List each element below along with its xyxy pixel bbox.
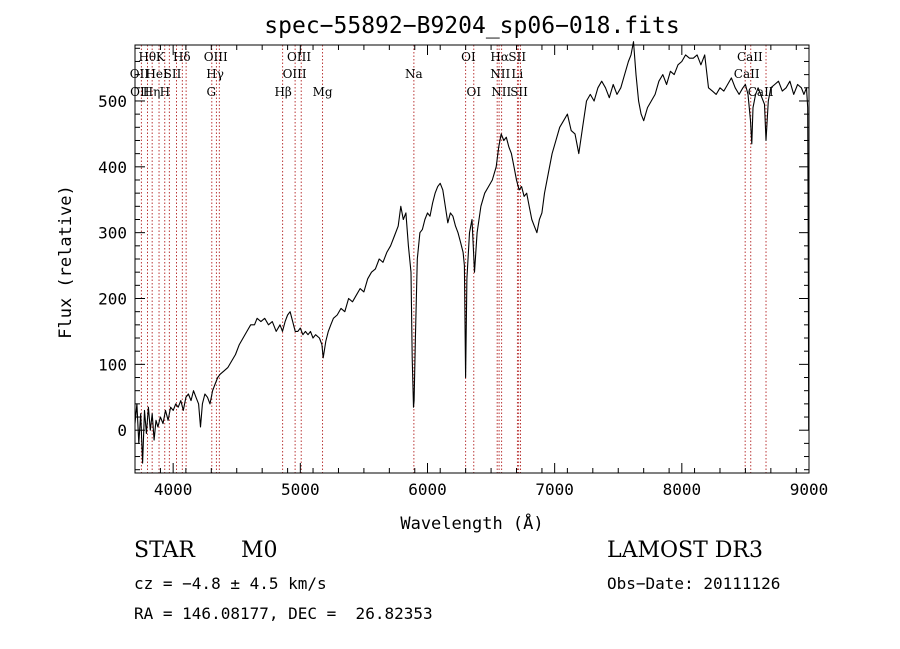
line-label: SII [508, 50, 526, 64]
line-label: K [156, 50, 166, 64]
y-tick-label: 500 [98, 92, 127, 111]
redshift-value: cz = −4.8 ± 4.5 km/s [134, 574, 327, 593]
line-label: Hβ [274, 85, 291, 99]
line-label: OIII [204, 50, 228, 64]
line-label: CaII [734, 67, 760, 81]
line-label: Mg [313, 85, 333, 99]
sky-coordinates: RA = 146.08177, DEC = 26.82353 [134, 604, 433, 623]
y-tick-label: 100 [98, 355, 127, 374]
line-label: OII [130, 67, 150, 81]
y-tick-label: 300 [98, 224, 127, 243]
observation-date: Obs−Date: 20111126 [607, 574, 781, 593]
x-axis-label: Wavelength (Å) [400, 512, 543, 534]
line-label: Na [405, 67, 423, 81]
line-label: HeI [145, 67, 168, 81]
y-tick-label: 400 [98, 158, 127, 177]
line-label: Li [511, 67, 523, 81]
x-tick-label: 4000 [154, 480, 193, 499]
object-subclass: M0 [241, 538, 278, 563]
axis-ticks: 4000 5000 6000 7000 8000 9000 0 100 200 300 400 500 [98, 45, 828, 499]
x-tick-label: 9000 [790, 480, 829, 499]
line-label: OII [130, 85, 150, 99]
line-label: CaII [737, 50, 763, 64]
line-label: OI [466, 85, 481, 99]
line-label: Hθ [138, 50, 156, 64]
chart-title: spec−55892−B9204_sp06−018.fits [264, 13, 679, 39]
line-label: OIII [287, 50, 311, 64]
line-label: H [160, 85, 170, 99]
line-label: NII [490, 67, 510, 81]
line-label: OI [461, 50, 476, 64]
line-label: SII [510, 85, 528, 99]
object-class: STAR [134, 538, 195, 563]
spectrum-line [134, 41, 810, 464]
emission-line-markers [140, 45, 767, 473]
line-label: Hδ [173, 50, 191, 64]
line-label: G [207, 85, 217, 99]
survey-name: LAMOST DR3 [607, 538, 763, 563]
y-tick-label: 200 [98, 290, 127, 309]
line-label: Hη [143, 85, 161, 99]
line-label: OIII [283, 67, 307, 81]
y-tick-label: 0 [117, 421, 127, 440]
spectrum-series [134, 41, 810, 464]
x-tick-label: 7000 [535, 480, 574, 499]
y-axis-label: Flux (relative) [56, 185, 76, 339]
line-label: NII [491, 85, 511, 99]
plot-frame [134, 44, 810, 474]
x-tick-label: 5000 [281, 480, 320, 499]
line-label: SII [164, 67, 182, 81]
x-tick-label: 8000 [663, 480, 702, 499]
line-label: Hα [490, 50, 509, 64]
line-label: CaII [748, 85, 774, 99]
x-tick-label: 6000 [408, 480, 447, 499]
line-label: Hγ [206, 67, 224, 81]
